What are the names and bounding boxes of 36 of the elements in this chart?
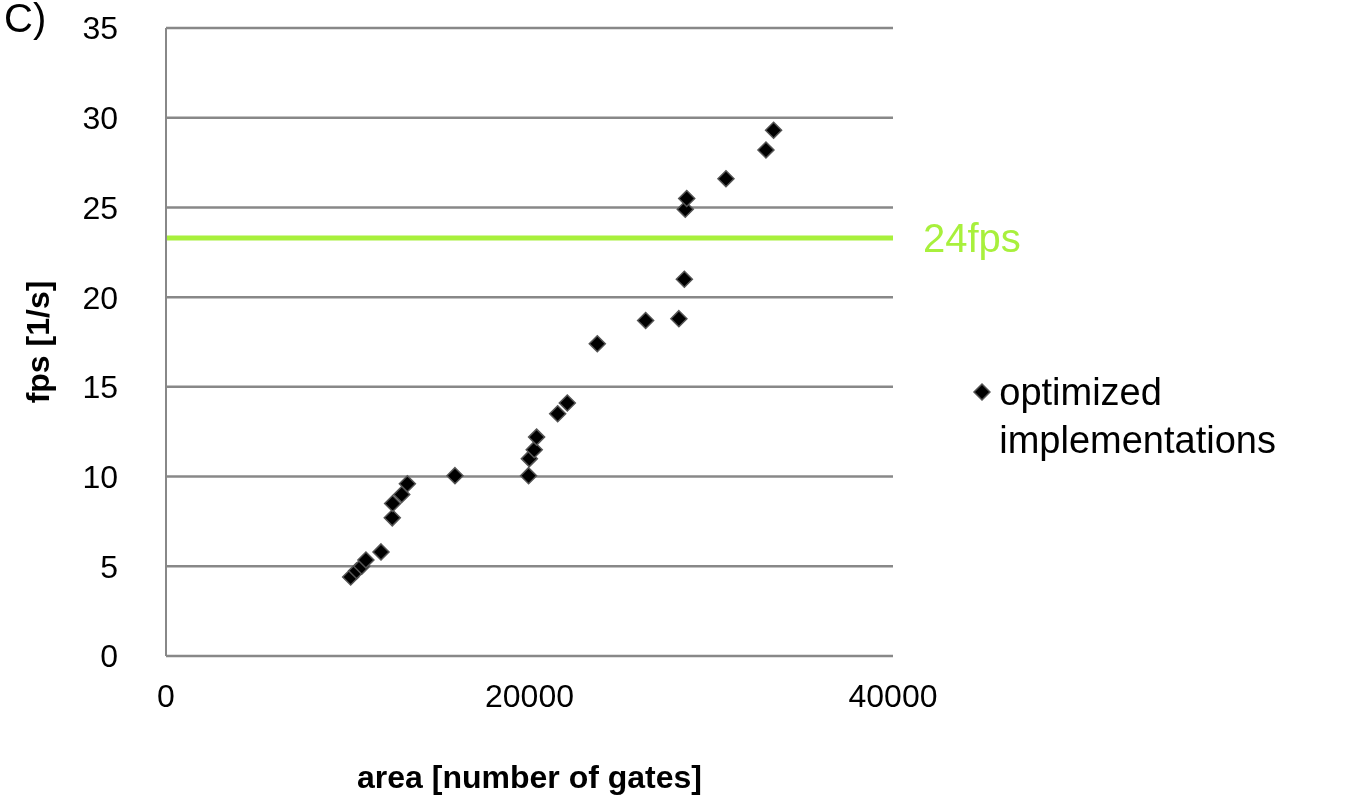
- text: C): [4, 0, 47, 41]
- point: [527, 428, 546, 446]
- x-tick-label: 20000: [485, 677, 574, 714]
- point: [383, 509, 402, 527]
- y-tick-label: 35: [82, 10, 118, 47]
- point: [675, 270, 694, 288]
- y-tick-label: 10: [82, 458, 118, 495]
- point: [717, 169, 735, 188]
- point: [548, 405, 567, 423]
- point: [525, 440, 543, 459]
- y-tick-label: 0: [100, 638, 118, 675]
- point: [446, 466, 464, 485]
- point: [357, 551, 375, 569]
- point: [392, 485, 411, 504]
- point: [398, 475, 417, 493]
- y-tick-label: 25: [82, 189, 118, 226]
- ref-line-label: 24fps: [923, 216, 1021, 261]
- point: [677, 189, 696, 208]
- point: [519, 466, 538, 485]
- x-tick-label: 0: [157, 677, 175, 714]
- x-axis-title: area [number of gates]: [357, 759, 702, 795]
- point: [588, 335, 607, 353]
- point: [670, 309, 688, 328]
- point: [764, 121, 783, 140]
- point: [757, 141, 775, 159]
- y-tick-label: 5: [100, 548, 118, 585]
- point: [372, 543, 390, 561]
- y-tick-label: 15: [82, 369, 118, 406]
- y-tick-label: 30: [82, 100, 118, 137]
- point: [383, 494, 402, 513]
- y-tick-label: 20: [82, 279, 118, 316]
- legend-label: optimized implementations: [999, 370, 1277, 463]
- point: [636, 311, 655, 330]
- x-tick-label: 40000: [848, 677, 938, 714]
- point: [558, 394, 577, 412]
- y-axis-title: fps [1/s]: [20, 280, 57, 404]
